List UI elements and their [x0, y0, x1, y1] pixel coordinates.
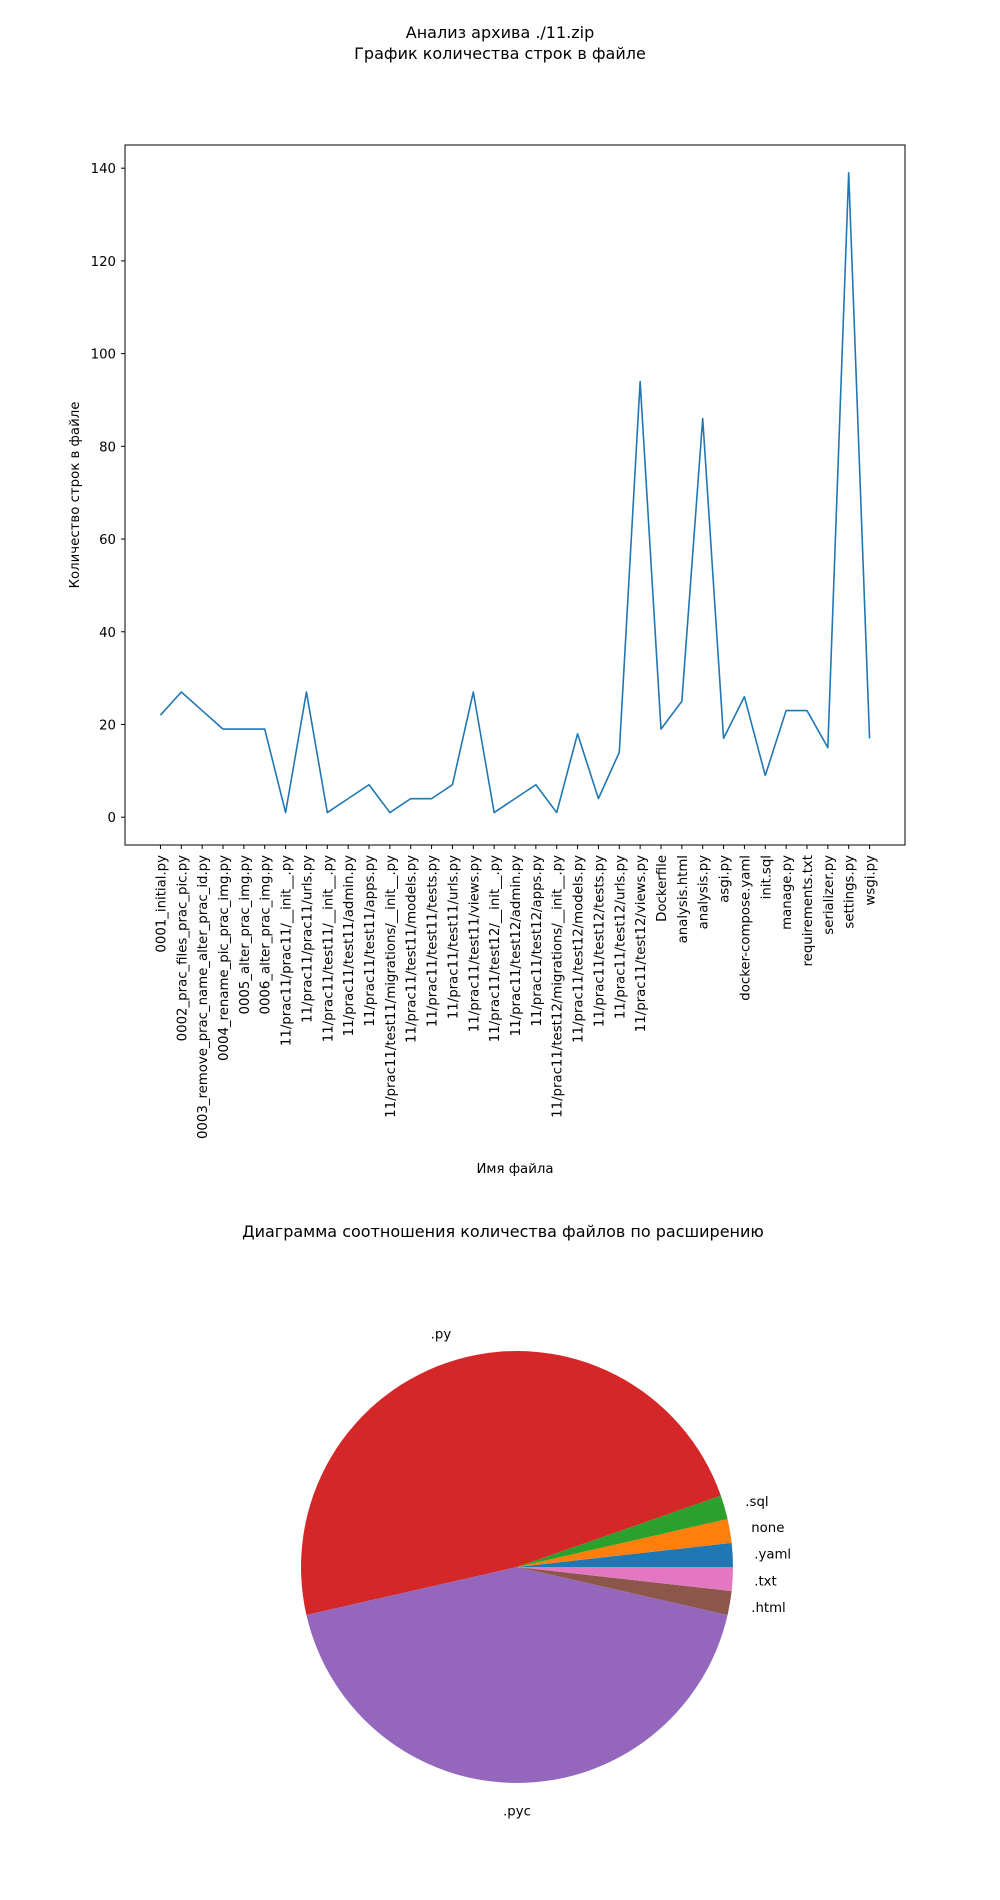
pie-label-html: .html	[751, 1601, 786, 1616]
x-tick-label: 0001_initial.py	[154, 855, 169, 953]
y-tick-label: 120	[91, 255, 116, 270]
pie-label-none: none	[751, 1521, 784, 1536]
x-tick-label: 11/prac11/test11/models.py	[405, 855, 420, 1043]
y-tick-label: 60	[99, 533, 116, 548]
line-chart-ticks: 0 20 40 60 80 100 120 140 0001_initial.py 0002_pr…	[91, 162, 879, 1139]
x-tick-label: 0003_remove_prac_name_alter_prac_id.py	[196, 855, 211, 1139]
x-tick-label: 11/prac11/test11/tests.py	[426, 855, 441, 1027]
x-tick-label: 11/prac11/test12/__init__.py	[488, 855, 503, 1042]
x-tick-label: analysis.py	[697, 855, 712, 930]
x-tick-label: docker-compose.yaml	[738, 855, 753, 1001]
x-tick-label: 11/prac11/prac11/urls.py	[300, 855, 315, 1023]
line-chart: 0 20 40 60 80 100 120 140 0001_initial.py 0002_pr…	[68, 144, 906, 1177]
pie-labels: .yaml none .sql .py .pyc .html .txt	[431, 1328, 791, 1820]
y-tick-label: 140	[91, 162, 116, 177]
x-tick-label: 11/prac11/test11/views.py	[467, 855, 482, 1032]
x-tick-label: 11/prac11/test12/models.py	[572, 855, 587, 1043]
x-tick-label: 0005_alter_prac_img.py	[238, 855, 253, 1015]
x-tick-label: manage.py	[780, 855, 795, 930]
line-series	[159, 172, 871, 814]
x-tick-label: settings.py	[843, 855, 858, 929]
pie-slice-yaml	[517, 1542, 733, 1567]
pie-label-yaml: .yaml	[754, 1548, 791, 1563]
x-tick-label: serializer.py	[822, 855, 837, 935]
pie-slice-txt	[517, 1567, 733, 1592]
x-tick-label: 11/prac11/test11/__init__.py	[321, 855, 336, 1042]
y-tick-label: 100	[91, 348, 116, 363]
x-tick-label: init.sql	[759, 855, 774, 899]
y-tick-label: 80	[99, 440, 116, 455]
x-tick-label: Dockerfile	[655, 855, 670, 922]
x-tick-label: asgi.py	[718, 855, 733, 903]
x-tick-label: requirements.txt	[801, 855, 816, 967]
pie-label-txt: .txt	[754, 1574, 777, 1589]
x-tick-label: 0002_prac_files_prac_pic.py	[175, 855, 190, 1041]
y-tick-label: 0	[108, 811, 116, 826]
x-tick-label: 11/prac11/test12/views.py	[634, 855, 649, 1032]
y-axis-label: Количество строк в файле	[68, 402, 83, 589]
x-tick-label: 11/prac11/test11/apps.py	[363, 855, 378, 1027]
x-tick-label: 11/prac11/test12/admin.py	[509, 855, 524, 1036]
pie-slice-pyc	[306, 1567, 728, 1783]
pie-chart-title: Диаграмма соотношения количества файлов …	[242, 1222, 764, 1241]
x-tick-label: 11/prac11/test11/urls.py	[446, 855, 461, 1019]
x-tick-label: 11/prac11/test12/migrations/__init__.py	[551, 855, 566, 1118]
pie-slice-html	[517, 1567, 732, 1616]
x-tick-label: 11/prac11/test11/admin.py	[342, 855, 357, 1036]
line-chart-title: График количества строк в файле	[354, 44, 646, 63]
line-chart-frame	[124, 144, 906, 846]
y-tick-label: 20	[99, 718, 116, 733]
pie-chart: Диаграмма соотношения количества файлов …	[242, 1222, 791, 1820]
x-tick-label: 11/prac11/test12/apps.py	[530, 855, 545, 1027]
pie-slices	[301, 1351, 733, 1783]
x-tick-label: analysis.html	[676, 855, 691, 943]
pie-slice-sql	[517, 1495, 728, 1567]
x-tick-label: wsgi.py	[864, 855, 879, 906]
x-tick-label: 11/prac11/test11/migrations/__init__.py	[384, 855, 399, 1118]
x-axis-label: Имя файла	[476, 1162, 553, 1177]
x-tick-label: 0006_alter_prac_img.py	[259, 855, 274, 1015]
x-tick-label: 0004_rename_pic_prac_img.py	[217, 855, 232, 1061]
pie-label-pyc: .pyc	[503, 1805, 531, 1820]
figure-suptitle-line1: Анализ архива ./11.zip	[406, 23, 595, 42]
y-tick-label: 40	[99, 626, 116, 641]
pie-slice-py	[301, 1351, 721, 1616]
pie-label-sql: .sql	[745, 1495, 768, 1510]
x-tick-label: 11/prac11/prac11/__init__.py	[280, 855, 295, 1046]
pie-slice-none	[517, 1518, 732, 1567]
pie-label-py: .py	[431, 1328, 452, 1343]
x-tick-label: 11/prac11/test12/tests.py	[592, 855, 607, 1027]
x-tick-label: 11/prac11/test12/urls.py	[613, 855, 628, 1019]
